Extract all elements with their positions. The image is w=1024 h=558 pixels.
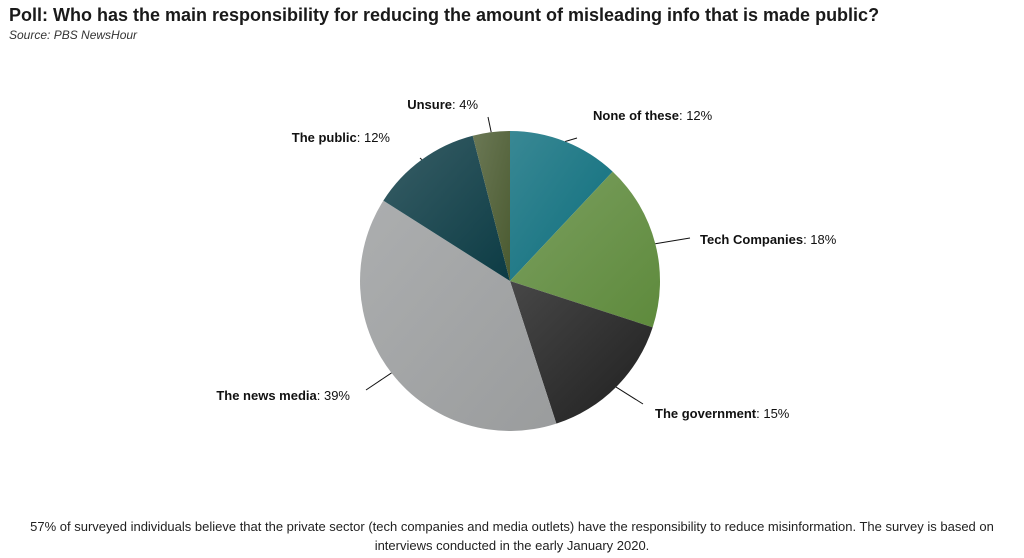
data-label-category: The news media (216, 388, 317, 403)
leader-line (419, 157, 423, 161)
footnote: 57% of surveyed individuals believe that… (30, 519, 994, 553)
data-label-value: : 39% (317, 388, 351, 403)
data-label: None of these: 12% (593, 108, 713, 123)
chart-source: Source: PBS NewsHour (9, 28, 138, 42)
pie-slice-tech-companies (510, 171, 661, 328)
data-label-category: Tech Companies (700, 232, 803, 247)
pie-slice-the-government (510, 281, 653, 424)
data-label-value: : 18% (803, 232, 837, 247)
leader-line (615, 386, 644, 405)
pie-slice-the-news-media (360, 200, 557, 432)
leader-line (487, 116, 492, 133)
data-label: The public: 12% (292, 130, 391, 145)
data-label: The news media: 39% (216, 388, 350, 403)
pie-slice-unsure (472, 131, 510, 281)
data-label-category: Unsure (407, 97, 452, 112)
chart-title: Poll: Who has the main responsibility fo… (9, 5, 880, 25)
data-label: The government: 15% (655, 406, 790, 421)
data-label-value: : 15% (756, 406, 790, 421)
pie-slice-the-public (383, 135, 510, 281)
leader-line (565, 137, 578, 143)
data-label-category: The public (292, 130, 357, 145)
data-label: Tech Companies: 18% (700, 232, 837, 247)
leader-line (365, 372, 392, 391)
leader-line (655, 237, 691, 245)
data-label: Unsure: 4% (407, 97, 478, 112)
data-label-value: : 12% (357, 130, 391, 145)
data-label-category: The government (655, 406, 757, 421)
pie-slice-none-of-these (510, 131, 613, 281)
data-label-value: : 12% (679, 108, 713, 123)
data-label-category: None of these (593, 108, 679, 123)
data-label-value: : 4% (452, 97, 478, 112)
